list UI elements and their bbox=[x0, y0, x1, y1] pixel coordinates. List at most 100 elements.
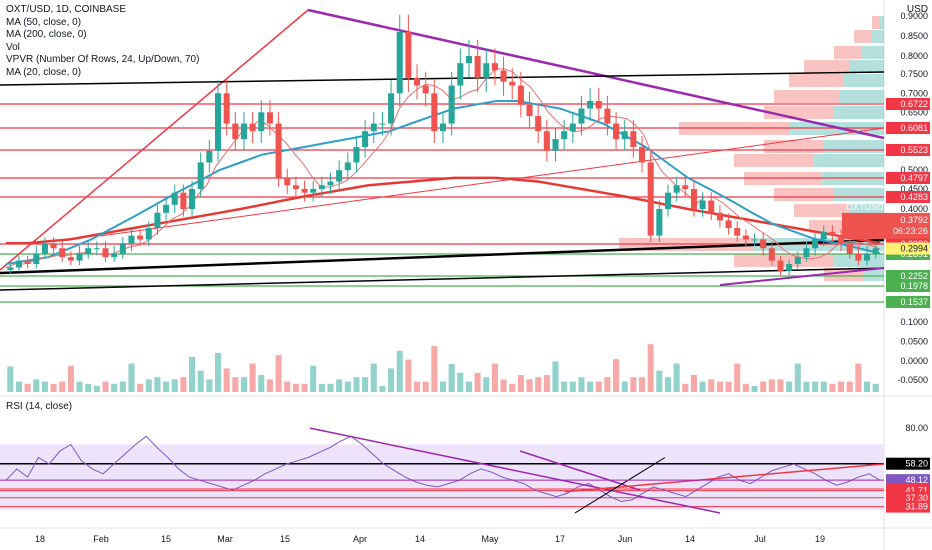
volume-bar bbox=[465, 381, 472, 392]
volume-bar bbox=[128, 363, 135, 392]
time-tick: 14 bbox=[415, 534, 425, 544]
candle-body bbox=[855, 253, 862, 261]
candle-body bbox=[734, 228, 741, 236]
vpvr-row bbox=[834, 46, 862, 59]
vpvr-row bbox=[862, 46, 884, 59]
candle-body bbox=[604, 108, 611, 124]
candle-body bbox=[439, 123, 447, 132]
candle-body bbox=[639, 146, 646, 163]
candle-body bbox=[102, 248, 109, 258]
candle-body bbox=[223, 93, 230, 124]
volume-bar bbox=[15, 381, 23, 392]
candle-body bbox=[500, 70, 507, 82]
volume-bar bbox=[742, 383, 749, 392]
volume-bar bbox=[725, 381, 732, 392]
volume-bar bbox=[67, 365, 74, 392]
volume-bar bbox=[214, 353, 222, 392]
volume-bar bbox=[439, 381, 447, 392]
ma50-legend[interactable]: MA (50, close, 0) bbox=[6, 16, 82, 28]
price-tick: 0.5000 bbox=[900, 165, 928, 175]
time-tick: 15 bbox=[161, 534, 171, 544]
level-tag bbox=[886, 122, 930, 134]
level-tag bbox=[886, 144, 930, 156]
candle-body bbox=[465, 56, 472, 64]
vpvr-row bbox=[844, 74, 884, 87]
candle-body bbox=[145, 228, 152, 240]
volume-bar bbox=[163, 381, 170, 392]
candle-body bbox=[803, 248, 810, 258]
rsi-trendline bbox=[519, 450, 641, 491]
volume-bar bbox=[483, 377, 490, 392]
candle-body bbox=[189, 188, 196, 209]
level-tag-label: 0.4283 bbox=[900, 192, 928, 202]
candle-body bbox=[457, 63, 464, 86]
vpvr-row bbox=[864, 268, 884, 281]
vol-legend[interactable]: Vol bbox=[6, 41, 20, 53]
rsi-legend[interactable]: RSI (14, close) bbox=[6, 401, 73, 412]
volume-bar bbox=[509, 383, 516, 392]
level-tag bbox=[886, 280, 930, 292]
candle-body bbox=[344, 162, 351, 171]
symbol-tag-value: 0.3792 bbox=[900, 215, 928, 225]
volume-bar bbox=[500, 379, 507, 392]
vpvr-row bbox=[849, 60, 884, 73]
candle-body bbox=[119, 243, 126, 254]
volume-bar bbox=[180, 377, 187, 392]
price-axis[interactable]: 0.9000 0.8500 0.8000 0.7500 0.7000 0.6500 0.50… bbox=[842, 11, 930, 385]
vpvr-row bbox=[872, 16, 880, 29]
symbol-title[interactable]: OXT/USD, 1D, COINBASE bbox=[6, 4, 127, 15]
volume-bar bbox=[206, 379, 213, 392]
price-tick: 0.0500 bbox=[900, 337, 928, 347]
candle-body bbox=[794, 257, 801, 265]
vpvr-row bbox=[839, 90, 884, 103]
volume-bar bbox=[310, 365, 317, 392]
vpvr-legend[interactable]: VPVR (Number Of Rows, 24, Up/Down, 70) bbox=[6, 54, 200, 65]
price-tick: 0.8500 bbox=[900, 31, 928, 41]
time-axis[interactable]: 18 Feb 15 Mar 15 Apr 14 May 17 Jun 14 Jul 19 bbox=[35, 534, 825, 544]
volume-bar bbox=[318, 383, 325, 392]
candle-body bbox=[310, 188, 317, 193]
volume-bar bbox=[820, 381, 827, 392]
vpvr-row bbox=[824, 140, 884, 153]
vpvr-row bbox=[789, 74, 844, 87]
candle-body bbox=[275, 123, 282, 178]
currency-label[interactable]: USD bbox=[906, 4, 928, 15]
volume-bar bbox=[275, 355, 282, 392]
volume-bar bbox=[24, 383, 31, 392]
volume-bar bbox=[587, 381, 594, 392]
volume-bar bbox=[370, 363, 377, 392]
symbol-tag-name: OXTUSD bbox=[846, 202, 884, 212]
ma20-legend[interactable]: MA (20, close, 0) bbox=[6, 66, 82, 78]
level-tag-label: 0.1537 bbox=[900, 297, 928, 307]
volume-bar bbox=[33, 379, 40, 392]
ma200-legend[interactable]: MA (200, close, 0) bbox=[6, 29, 87, 40]
volume-bar bbox=[673, 363, 680, 392]
volume-bar bbox=[812, 381, 819, 392]
level-tag-label: 0.6722 bbox=[900, 99, 928, 109]
candle-body bbox=[232, 123, 239, 140]
volume-bar bbox=[604, 377, 611, 392]
volume-bar bbox=[119, 381, 126, 392]
candle-body bbox=[786, 264, 793, 271]
price-tick: 0.9000 bbox=[900, 11, 928, 21]
candle-body bbox=[578, 108, 585, 124]
rsi-trendline bbox=[574, 457, 666, 514]
candle-body bbox=[414, 77, 421, 86]
candle-body bbox=[742, 235, 749, 240]
candle-body bbox=[41, 243, 48, 254]
volume-bar bbox=[301, 383, 308, 392]
candle-body bbox=[483, 63, 490, 78]
candle-body bbox=[318, 185, 325, 189]
rsi-trendline bbox=[564, 463, 885, 493]
candle-body bbox=[682, 185, 689, 189]
volume-bar bbox=[240, 377, 247, 392]
trendline-red-channel bbox=[99, 127, 885, 237]
candle-body bbox=[353, 146, 360, 163]
symbol-price-tag bbox=[842, 212, 930, 239]
candle-body bbox=[491, 63, 498, 71]
volume-bar bbox=[189, 357, 196, 392]
volume-bar bbox=[863, 381, 871, 392]
candle-body bbox=[266, 112, 273, 124]
